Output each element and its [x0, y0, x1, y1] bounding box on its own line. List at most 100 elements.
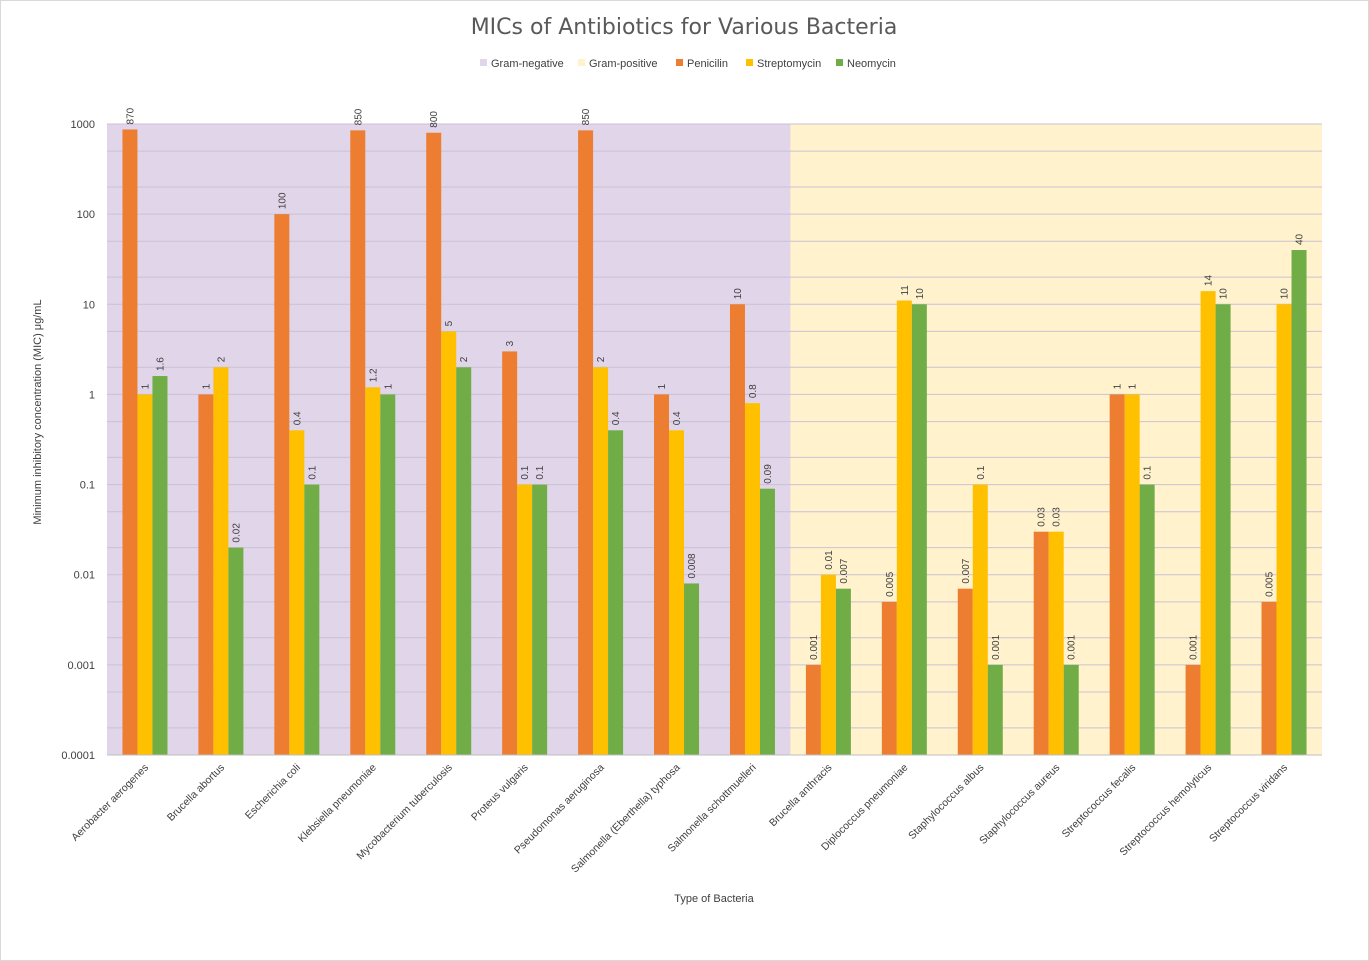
legend-label: Gram-negative	[491, 58, 564, 70]
data-label: 3	[505, 340, 516, 346]
bar-neomycin	[152, 376, 168, 755]
data-label: 0.007	[961, 558, 972, 583]
data-label: 10	[1219, 288, 1230, 300]
legend-swatch	[578, 59, 585, 66]
category-label: Brucella abortus	[165, 762, 227, 824]
data-label: 10	[1280, 288, 1291, 300]
bar-penicilin	[274, 214, 290, 756]
legend-swatch	[676, 59, 683, 66]
legend-swatch	[836, 59, 843, 66]
bar-streptomycin	[669, 430, 685, 755]
bar-streptomycin	[289, 430, 305, 755]
bar-streptomycin	[517, 484, 533, 755]
bar-neomycin	[456, 367, 472, 755]
data-label: 0.005	[885, 571, 896, 596]
data-label: 0.1	[520, 465, 531, 479]
bar-streptomycin	[365, 387, 381, 755]
y-tick-label: 10	[83, 299, 95, 311]
legend-label: Penicilin	[687, 58, 728, 70]
bar-neomycin	[380, 394, 396, 755]
data-label: 0.1	[1143, 465, 1154, 479]
category-label: Staphylococcus albus	[906, 762, 986, 842]
bar-penicilin	[805, 664, 821, 755]
data-label: 1	[1128, 383, 1139, 389]
category-label: Streptococcus fecalis	[1060, 762, 1139, 841]
bar-penicilin	[578, 130, 594, 756]
y-tick-label: 0.0001	[61, 750, 95, 762]
data-labels: 870 1 1.6 1 2 0.02 100 0.4 0.1 850 1.2 1 800 5 2 3 0.1 0.…	[125, 107, 1305, 660]
data-label: 0.01	[824, 550, 835, 570]
data-label: 0.8	[748, 384, 759, 398]
data-label: 0.4	[672, 411, 683, 425]
y-tick-label: 1	[89, 389, 95, 401]
data-label: 0.1	[976, 465, 987, 479]
bar-neomycin	[684, 583, 700, 755]
bar-streptomycin	[1124, 394, 1140, 755]
bar-neomycin	[759, 488, 775, 755]
category-label: Klebsiella pneumoniae	[296, 762, 379, 845]
data-label: 10	[915, 288, 926, 300]
data-label: 800	[429, 111, 440, 128]
bar-penicilin	[881, 601, 897, 755]
bar-streptomycin	[137, 394, 153, 755]
bar-streptomycin	[972, 484, 988, 755]
y-tick-label: 100	[77, 209, 95, 221]
bar-neomycin	[911, 304, 927, 755]
data-label: 870	[125, 107, 136, 124]
data-label: 0.1	[535, 465, 546, 479]
data-label: 14	[1204, 275, 1215, 287]
bar-group	[122, 129, 1307, 756]
data-label: 0.001	[1189, 634, 1200, 659]
bar-streptomycin	[820, 574, 836, 755]
bar-neomycin	[228, 547, 244, 755]
legend-label: Neomycin	[847, 58, 896, 70]
category-label: Proteus vulgaris	[469, 762, 531, 824]
bar-penicilin	[198, 394, 214, 755]
data-label: 0.001	[1067, 634, 1078, 659]
data-label: 2	[459, 356, 470, 362]
data-label: 1.2	[368, 368, 379, 382]
bar-neomycin	[608, 430, 624, 755]
data-label: 0.008	[687, 553, 698, 578]
bar-neomycin	[304, 484, 320, 755]
bar-neomycin	[1291, 250, 1307, 755]
bar-penicilin	[729, 304, 745, 755]
legend-label: Streptomycin	[757, 58, 821, 70]
category-label: Escherichia coli	[243, 762, 303, 822]
legend-swatch	[746, 59, 753, 66]
y-tick-label: 0.01	[74, 570, 95, 582]
chart-title: MICs of Antibiotics for Various Bacteria	[471, 15, 898, 40]
bar-penicilin	[122, 129, 138, 755]
category-label: Diplococcus pneumoniae	[819, 762, 911, 854]
category-label: Streptococcus viridans	[1207, 762, 1290, 845]
data-label: 850	[353, 108, 364, 125]
data-label: 0.001	[809, 634, 820, 659]
data-label: 2	[596, 356, 607, 362]
bar-neomycin	[987, 664, 1003, 755]
data-label: 10	[733, 288, 744, 300]
category-label: Brucella anthracis	[767, 762, 835, 830]
data-label: 0.09	[763, 464, 774, 484]
category-label: Salmonella schottmuelleri	[666, 762, 759, 855]
data-label: 850	[581, 108, 592, 125]
bar-penicilin	[502, 351, 518, 755]
data-label: 2	[216, 356, 227, 362]
category-label: Aerobacter aerogenes	[69, 762, 151, 844]
bar-penicilin	[1185, 664, 1201, 755]
data-label: 100	[277, 192, 288, 209]
data-label: 1	[201, 383, 212, 389]
bar-streptomycin	[896, 300, 912, 755]
bar-neomycin	[1139, 484, 1155, 755]
bar-streptomycin	[1048, 531, 1064, 755]
bar-neomycin	[1063, 664, 1079, 755]
data-label: 1	[140, 383, 151, 389]
legend: Gram-negative Gram-positive Penicilin Strep…	[480, 58, 896, 70]
bar-streptomycin	[593, 367, 609, 755]
data-label: 5	[444, 320, 455, 326]
legend-label: Gram-positive	[589, 58, 657, 70]
data-label: 0.005	[1265, 571, 1276, 596]
bar-penicilin	[1033, 531, 1049, 755]
data-label: 0.4	[611, 411, 622, 425]
bar-penicilin	[1109, 394, 1125, 755]
